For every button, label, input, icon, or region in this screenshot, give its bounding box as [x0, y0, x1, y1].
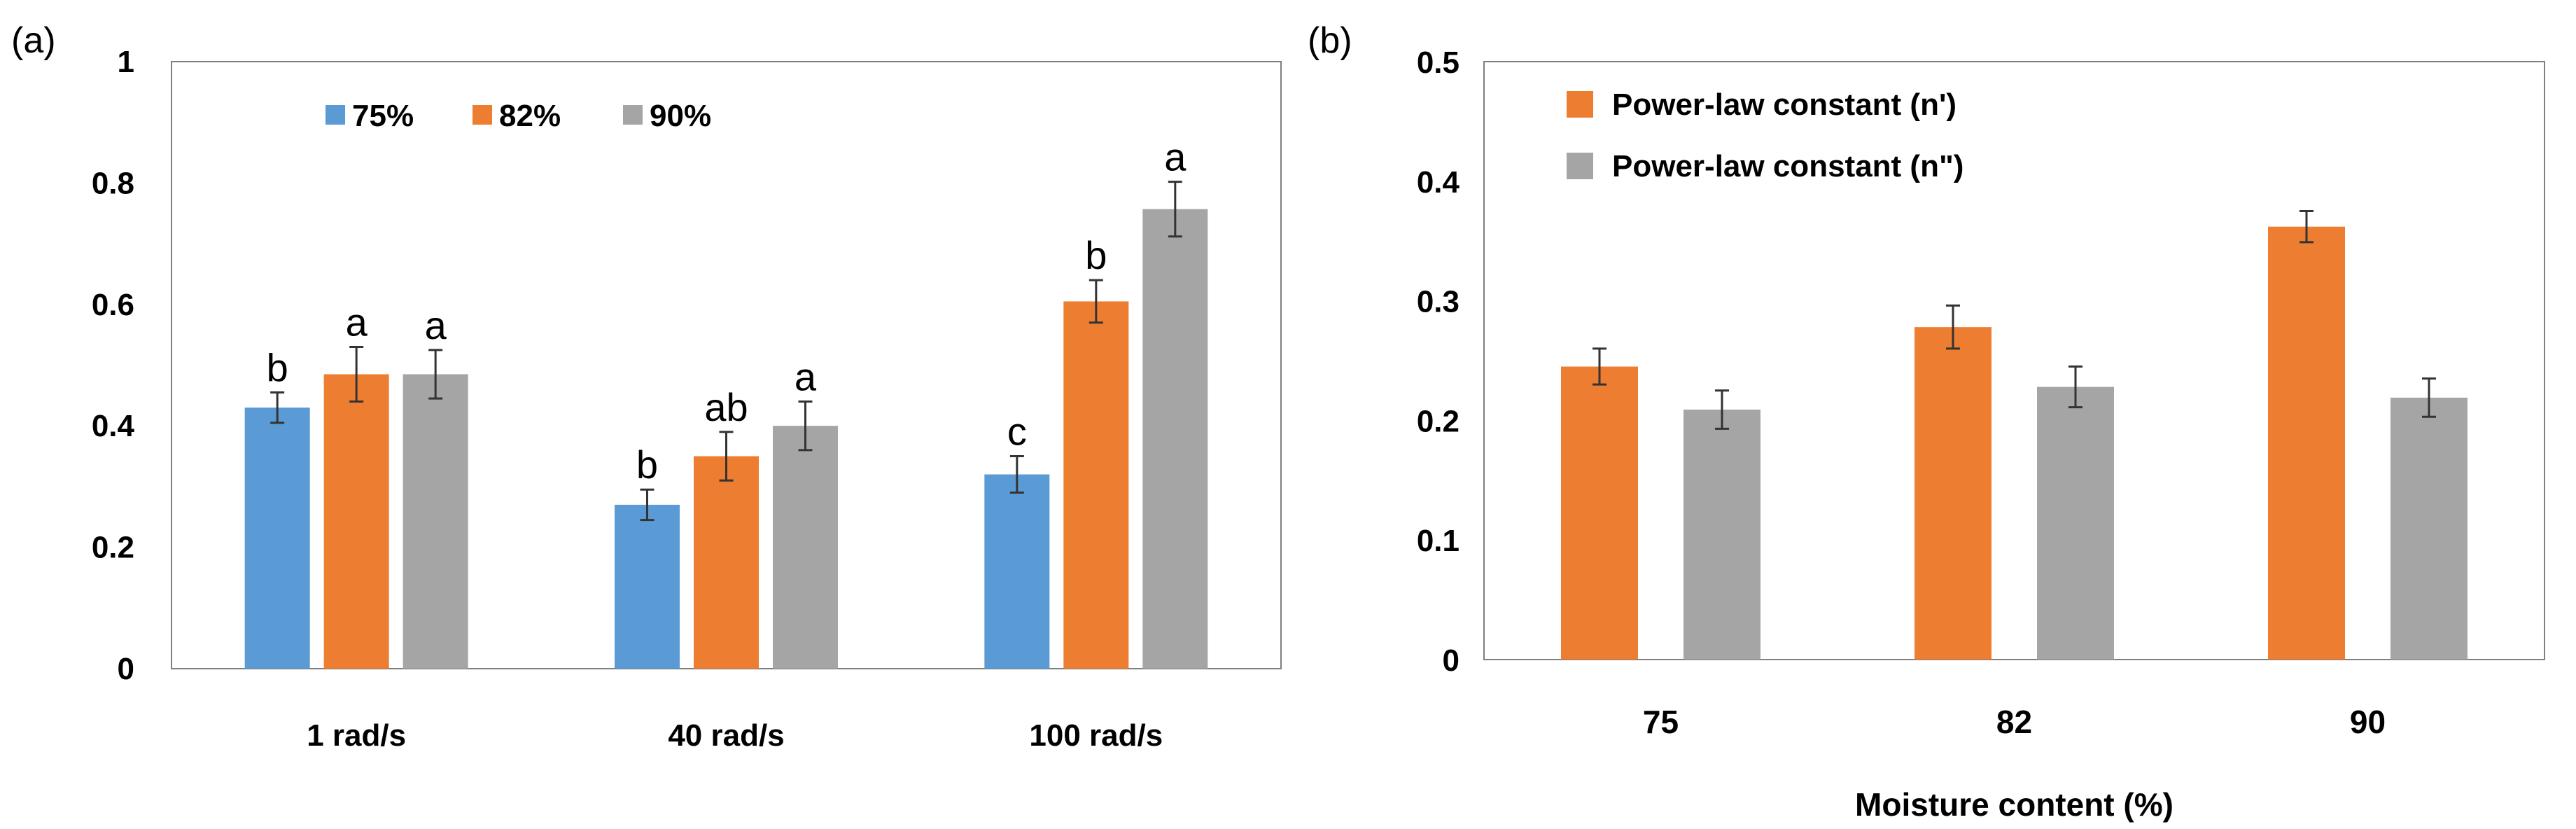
legend-label: 90%: [650, 99, 711, 133]
bar: [2268, 226, 2345, 660]
bar: [1914, 327, 1991, 660]
bar: [323, 374, 389, 669]
bar: [694, 456, 759, 669]
legend-label: 75%: [352, 99, 414, 133]
y-tick-label: 0.4: [1417, 165, 1460, 200]
panel-label-a: (a): [11, 20, 56, 61]
legend-swatch: [1567, 91, 1593, 118]
legend-swatch: [1567, 153, 1593, 179]
bar: [2037, 386, 2114, 660]
significance-label: b: [267, 346, 288, 390]
x-tick-label: 100 rad/s: [1029, 718, 1163, 753]
y-tick-label: 0.2: [1417, 404, 1460, 438]
significance-label: a: [794, 355, 817, 399]
y-tick-label: 0.3: [1417, 285, 1460, 319]
bar: [615, 504, 680, 669]
bar: [2390, 397, 2468, 660]
x-tick-label: 82: [1996, 704, 2032, 740]
x-tick-label: 1 rad/s: [307, 718, 406, 753]
bar: [984, 474, 1050, 669]
legend-label: Power-law constant (n"): [1612, 149, 1963, 183]
chart-b: 0 0.1 0.2 0.3 0.4 0.5 75 82 90 Moisture content (…: [1417, 46, 2545, 823]
significance-label: ab: [704, 385, 748, 429]
legend-label: 82%: [499, 99, 561, 133]
x-axis-title: Moisture content (%): [1855, 786, 2174, 823]
x-tick-label: 90: [2350, 704, 2386, 740]
significance-label: c: [1007, 410, 1027, 454]
bar: [1684, 410, 1760, 660]
bar: [773, 426, 838, 669]
y-tick-label: 0.2: [92, 531, 134, 565]
chart-a: 00.20.40.60.811 rad/sba a40 rad/sbaba100 …: [92, 45, 1282, 753]
bar: [244, 407, 310, 669]
y-tick-label: 1: [118, 45, 134, 79]
y-tick-label: 0: [1443, 643, 1460, 678]
significance-label: b: [636, 443, 658, 487]
significance-label: a: [346, 300, 368, 344]
bar: [1063, 301, 1129, 669]
legend-swatch: [472, 105, 492, 125]
significance-label: b: [1085, 233, 1107, 277]
bar: [1142, 209, 1208, 669]
x-tick-label: 40 rad/s: [668, 718, 784, 753]
significance-label: a: [1164, 135, 1186, 179]
plot-area-b: [1483, 61, 2545, 660]
y-tick-label: 0.5: [1417, 46, 1460, 80]
x-tick-label: 75: [1643, 704, 1679, 740]
y-tick-label: 0.6: [92, 288, 134, 322]
legend-label: Power-law constant (n'): [1612, 88, 1956, 122]
y-tick-label: 0: [118, 652, 134, 686]
y-tick-label: 0.8: [92, 166, 134, 200]
legend-swatch: [326, 105, 345, 125]
y-tick-label: 0.1: [1417, 524, 1460, 558]
legend-swatch: [623, 105, 643, 125]
significance-label: a: [425, 303, 447, 347]
bar: [1561, 366, 1638, 660]
bar: [402, 374, 468, 669]
y-tick-label: 0.4: [92, 409, 135, 443]
panel-label-b: (b): [1308, 20, 1352, 61]
